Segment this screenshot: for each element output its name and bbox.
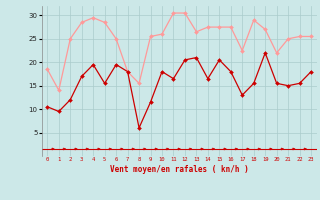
X-axis label: Vent moyen/en rafales ( kn/h ): Vent moyen/en rafales ( kn/h ): [110, 165, 249, 174]
